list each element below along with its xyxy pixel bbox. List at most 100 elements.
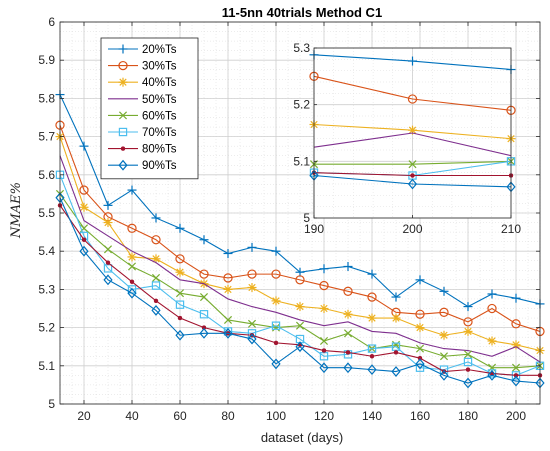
legend-item: 50%Ts [108,94,177,106]
data-point [415,344,425,353]
x-tick-label: 60 [173,409,187,423]
legend-item: 30%Ts [108,61,177,73]
data-point [177,315,183,321]
inset-series-50%Ts [313,132,512,157]
inset-x-tick-label: 190 [304,222,324,236]
data-point [319,362,329,374]
series-50%Ts [59,155,541,363]
data-point [151,254,161,264]
data-point [105,260,111,265]
y-tick-label: 5.2 [38,321,55,335]
data-point [343,309,353,319]
legend-marker [120,146,126,151]
data-point [439,369,449,381]
data-point [511,293,521,303]
data-point [463,317,473,327]
data-point [487,303,497,314]
inset-data-point [408,56,417,66]
data-point [369,354,375,359]
data-point [511,340,521,350]
data-point [415,358,425,370]
data-point [127,223,137,233]
data-point [391,366,401,377]
data-point [415,275,425,285]
inset-y-tick-label: 5.2 [293,98,310,112]
data-point [271,296,281,306]
legend-label: 30%Ts [142,61,177,73]
x-tick-label: 40 [125,409,139,423]
data-point [127,185,137,195]
data-point [151,235,161,245]
data-point [439,352,449,361]
inset-series-line [313,132,512,157]
series-40%Ts [55,132,545,356]
data-point [223,315,233,324]
data-point [223,327,233,339]
chart-title: 11-5nn 40trials Method C1 [222,5,382,20]
data-point [439,286,449,296]
data-point [129,279,135,285]
x-tick-label: 20 [77,409,91,423]
series-60%Ts [55,189,545,372]
data-point [511,363,521,372]
series-line [59,155,541,363]
series-90%Ts [55,192,545,389]
data-point [367,364,377,376]
legend-marker [118,44,128,54]
x-tick-label: 80 [221,409,235,423]
data-point [463,350,473,359]
data-point [271,246,281,256]
data-point [199,293,209,302]
y-tick-label: 5.1 [38,359,55,373]
legend-marker [118,77,128,87]
legend-item: 60%Ts [108,110,177,122]
data-point [343,261,353,271]
x-tick-label: 100 [266,409,286,423]
data-point [465,367,471,372]
legend-label: 90%Ts [142,160,177,172]
series-20%Ts [55,90,545,312]
series-30%Ts [55,120,545,337]
data-point [175,289,185,298]
data-point [343,286,353,296]
data-point [127,287,137,299]
data-point [79,141,89,151]
data-point [151,213,161,223]
data-point [319,280,329,291]
data-point [415,323,425,333]
legend-marker [118,111,128,120]
data-point [127,252,137,262]
legend-item: 40%Ts [108,77,177,89]
data-point [175,267,185,277]
data-point [319,264,329,274]
y-tick-label: 5.4 [38,244,55,258]
data-point [393,350,399,355]
main-series-layer [55,90,545,389]
data-point [223,284,233,294]
data-point [79,202,89,212]
data-point [487,289,497,299]
inset-data-point [407,178,418,190]
legend-marker [118,159,128,171]
inset-data-point [410,173,415,178]
legend-label: 50%Ts [142,94,177,106]
data-point [151,281,161,290]
data-point [199,235,209,245]
legend-label: 40%Ts [142,77,177,89]
data-point [295,302,305,312]
legend: 20%Ts 30%Ts 40%Ts 50%Ts 60%Ts 70%Ts 80%Ts 90%Ts [100,37,199,180]
data-point [79,185,89,195]
x-tick-label: 160 [410,409,430,423]
data-point [175,254,185,264]
x-tick-label: 180 [458,409,478,423]
inset-series-30%Ts [309,71,516,115]
y-tick-label: 5.5 [38,206,55,220]
data-point [463,302,473,312]
data-point [199,310,209,319]
data-point [391,313,401,323]
y-tick-label: 6 [48,15,55,29]
data-point [463,326,473,336]
y-tick-label: 5.3 [38,282,55,296]
legend-label: 70%Ts [142,127,177,139]
